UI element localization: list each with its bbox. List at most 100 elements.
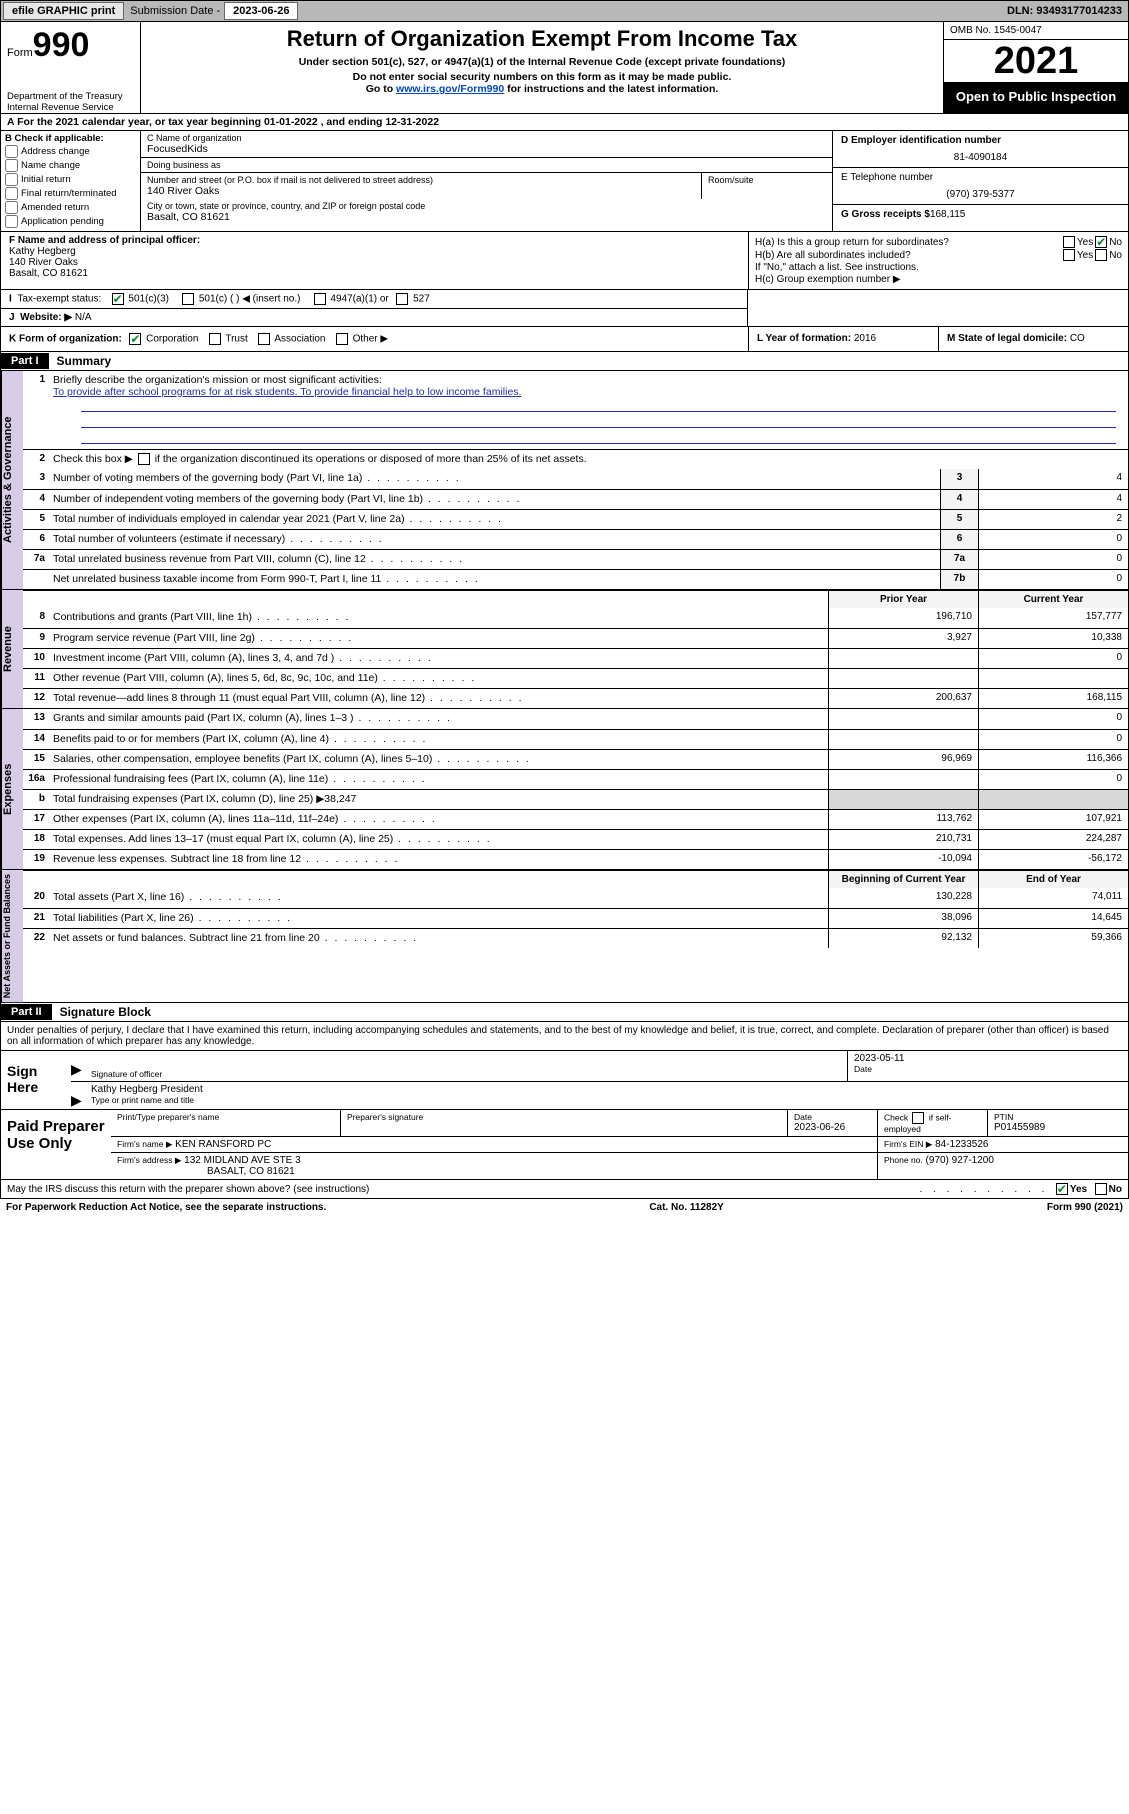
city-cell: City or town, state or province, country… bbox=[141, 199, 832, 225]
vlabel-governance: Activities & Governance bbox=[1, 371, 23, 589]
firm-name-label: Firm's name ▶ bbox=[117, 1139, 172, 1149]
omb-number: OMB No. 1545-0047 bbox=[944, 22, 1128, 40]
table-row: 7aTotal unrelated business revenue from … bbox=[23, 549, 1128, 569]
group-return-row: H(a) Is this a group return for subordin… bbox=[755, 236, 1122, 248]
table-row: 21Total liabilities (Part X, line 26)38,… bbox=[23, 908, 1128, 928]
submission-date-label: Submission Date - bbox=[126, 5, 224, 17]
part-i-title: Summary bbox=[49, 352, 120, 370]
table-row: 5Total number of individuals employed in… bbox=[23, 509, 1128, 529]
chk-amended[interactable]: Amended return bbox=[5, 201, 136, 214]
discuss-no-checkbox[interactable] bbox=[1095, 1183, 1107, 1195]
dept-treasury: Department of the Treasury Internal Reve… bbox=[7, 91, 134, 113]
firm-addr2: BASALT, CO 81621 bbox=[207, 1166, 295, 1177]
chk-corp[interactable] bbox=[129, 333, 141, 345]
chk-address-change[interactable]: Address change bbox=[5, 145, 136, 158]
part-ii-title: Signature Block bbox=[52, 1003, 159, 1021]
table-row: 9Program service revenue (Part VIII, lin… bbox=[23, 628, 1128, 648]
chk-other[interactable] bbox=[336, 333, 348, 345]
principal-officer: F Name and address of principal officer:… bbox=[1, 232, 748, 289]
ha-yes-checkbox[interactable] bbox=[1063, 236, 1075, 248]
sign-date-label: Date bbox=[854, 1064, 1122, 1074]
paid-preparer-label: Paid Preparer Use Only bbox=[1, 1110, 111, 1179]
prep-date-hdr: Date bbox=[794, 1112, 871, 1122]
net-assets-section: Net Assets or Fund Balances Beginning of… bbox=[0, 870, 1129, 1003]
chk-trust[interactable] bbox=[209, 333, 221, 345]
form-of-org-block: K Form of organization: Corporation Trus… bbox=[0, 327, 1129, 352]
efile-print-button[interactable]: efile GRAPHIC print bbox=[3, 2, 124, 20]
ptin-hdr: PTIN bbox=[994, 1112, 1122, 1122]
street-cell: Number and street (or P.O. box if mail i… bbox=[141, 173, 702, 199]
hb-yes-checkbox[interactable] bbox=[1063, 249, 1075, 261]
paid-preparer-block: Paid Preparer Use Only Print/Type prepar… bbox=[0, 1110, 1129, 1180]
table-row: 12Total revenue—add lines 8 through 11 (… bbox=[23, 688, 1128, 708]
part-i-header: Part I bbox=[1, 353, 49, 369]
col-current-year: Current Year bbox=[978, 591, 1128, 608]
table-row: 15Salaries, other compensation, employee… bbox=[23, 749, 1128, 769]
hb-no-checkbox[interactable] bbox=[1095, 249, 1107, 261]
table-row: 8Contributions and grants (Part VIII, li… bbox=[23, 608, 1128, 628]
chk-self-employed[interactable] bbox=[912, 1112, 924, 1124]
table-row: 10Investment income (Part VIII, column (… bbox=[23, 648, 1128, 668]
form-subtitle: Under section 501(c), 527, or 4947(a)(1)… bbox=[149, 56, 935, 68]
perjury-declaration: Under penalties of perjury, I declare th… bbox=[0, 1022, 1129, 1051]
paperwork-notice: For Paperwork Reduction Act Notice, see … bbox=[6, 1202, 326, 1213]
cat-no: Cat. No. 11282Y bbox=[649, 1202, 723, 1213]
table-row: 3Number of voting members of the governi… bbox=[23, 469, 1128, 489]
chk-name-change[interactable]: Name change bbox=[5, 159, 136, 172]
tax-year-line: A For the 2021 calendar year, or tax yea… bbox=[0, 114, 1129, 131]
tax-year: 2021 bbox=[944, 40, 1128, 83]
table-row: 13Grants and similar amounts paid (Part … bbox=[23, 709, 1128, 729]
chk-app-pending[interactable]: Application pending bbox=[5, 215, 136, 228]
sign-arrow-icon-2: ▶ bbox=[71, 1082, 85, 1109]
chk-501c3[interactable] bbox=[112, 293, 124, 305]
table-row: 20Total assets (Part X, line 16)130,2287… bbox=[23, 888, 1128, 908]
expenses-section: Expenses 13Grants and similar amounts pa… bbox=[0, 709, 1129, 870]
table-row: 14Benefits paid to or for members (Part … bbox=[23, 729, 1128, 749]
form-header: Form990 Department of the Treasury Inter… bbox=[0, 22, 1129, 114]
firm-ein-label: Firm's EIN ▶ bbox=[884, 1139, 932, 1149]
chk-4947[interactable] bbox=[314, 293, 326, 305]
state-domicile: M State of legal domicile: CO bbox=[938, 327, 1128, 351]
firm-phone-label: Phone no. bbox=[884, 1155, 923, 1165]
discuss-yes-checkbox[interactable] bbox=[1056, 1183, 1068, 1195]
line-2-discontinued: Check this box ▶ if the organization dis… bbox=[49, 450, 1128, 469]
prep-date: 2023-06-26 bbox=[794, 1122, 871, 1133]
chk-501c[interactable] bbox=[182, 293, 194, 305]
sign-date: 2023-05-11 bbox=[854, 1053, 1122, 1064]
prep-name-hdr: Print/Type preparer's name bbox=[117, 1112, 334, 1122]
table-row: 18Total expenses. Add lines 13–17 (must … bbox=[23, 829, 1128, 849]
table-row: 4Number of independent voting members of… bbox=[23, 489, 1128, 509]
attach-list-note: If "No," attach a list. See instructions… bbox=[755, 262, 1122, 273]
self-employed-label: Check if self-employed bbox=[884, 1112, 981, 1134]
table-row: 22Net assets or fund balances. Subtract … bbox=[23, 928, 1128, 948]
form-title: Return of Organization Exempt From Incom… bbox=[149, 26, 935, 52]
chk-final-return[interactable]: Final return/terminated bbox=[5, 187, 136, 200]
subordinates-row: H(b) Are all subordinates included? Yes … bbox=[755, 249, 1122, 261]
chk-discontinued[interactable] bbox=[138, 453, 150, 465]
table-row: 19Revenue less expenses. Subtract line 1… bbox=[23, 849, 1128, 869]
org-name-cell: C Name of organization FocusedKids bbox=[141, 131, 832, 158]
col-end-year: End of Year bbox=[978, 871, 1128, 888]
table-row: Net unrelated business taxable income fr… bbox=[23, 569, 1128, 589]
chk-assoc[interactable] bbox=[258, 333, 270, 345]
officer-name: Kathy Hegberg President bbox=[91, 1084, 1122, 1095]
open-to-public: Open to Public Inspection bbox=[944, 83, 1128, 113]
sign-here-block: Sign Here ▶ Signature of officer 2023-05… bbox=[0, 1051, 1129, 1110]
tax-exempt-status: I Tax-exempt status: 501(c)(3) 501(c) ( … bbox=[1, 290, 747, 309]
chk-initial-return[interactable]: Initial return bbox=[5, 173, 136, 186]
ha-no-checkbox[interactable] bbox=[1095, 236, 1107, 248]
chk-527[interactable] bbox=[396, 293, 408, 305]
dln: DLN: 93493177014233 bbox=[1007, 5, 1128, 17]
instr-no-ssn: Do not enter social security numbers on … bbox=[149, 71, 935, 83]
officer-name-label: Type or print name and title bbox=[91, 1095, 1122, 1105]
mission-block: 1 Briefly describe the organization's mi… bbox=[49, 371, 1128, 449]
firm-addr1: 132 MIDLAND AVE STE 3 bbox=[184, 1155, 301, 1166]
firm-name: KEN RANSFORD PC bbox=[175, 1139, 271, 1150]
form990-link[interactable]: www.irs.gov/Form990 bbox=[396, 83, 504, 95]
firm-phone: (970) 927-1200 bbox=[926, 1155, 994, 1166]
sign-arrow-icon: ▶ bbox=[71, 1051, 85, 1081]
check-applicable: B Check if applicable: Address change Na… bbox=[1, 131, 141, 231]
table-row: 11Other revenue (Part VIII, column (A), … bbox=[23, 668, 1128, 688]
instr-goto: Go to www.irs.gov/Form990 for instructio… bbox=[149, 83, 935, 95]
vlabel-expenses: Expenses bbox=[1, 709, 23, 869]
